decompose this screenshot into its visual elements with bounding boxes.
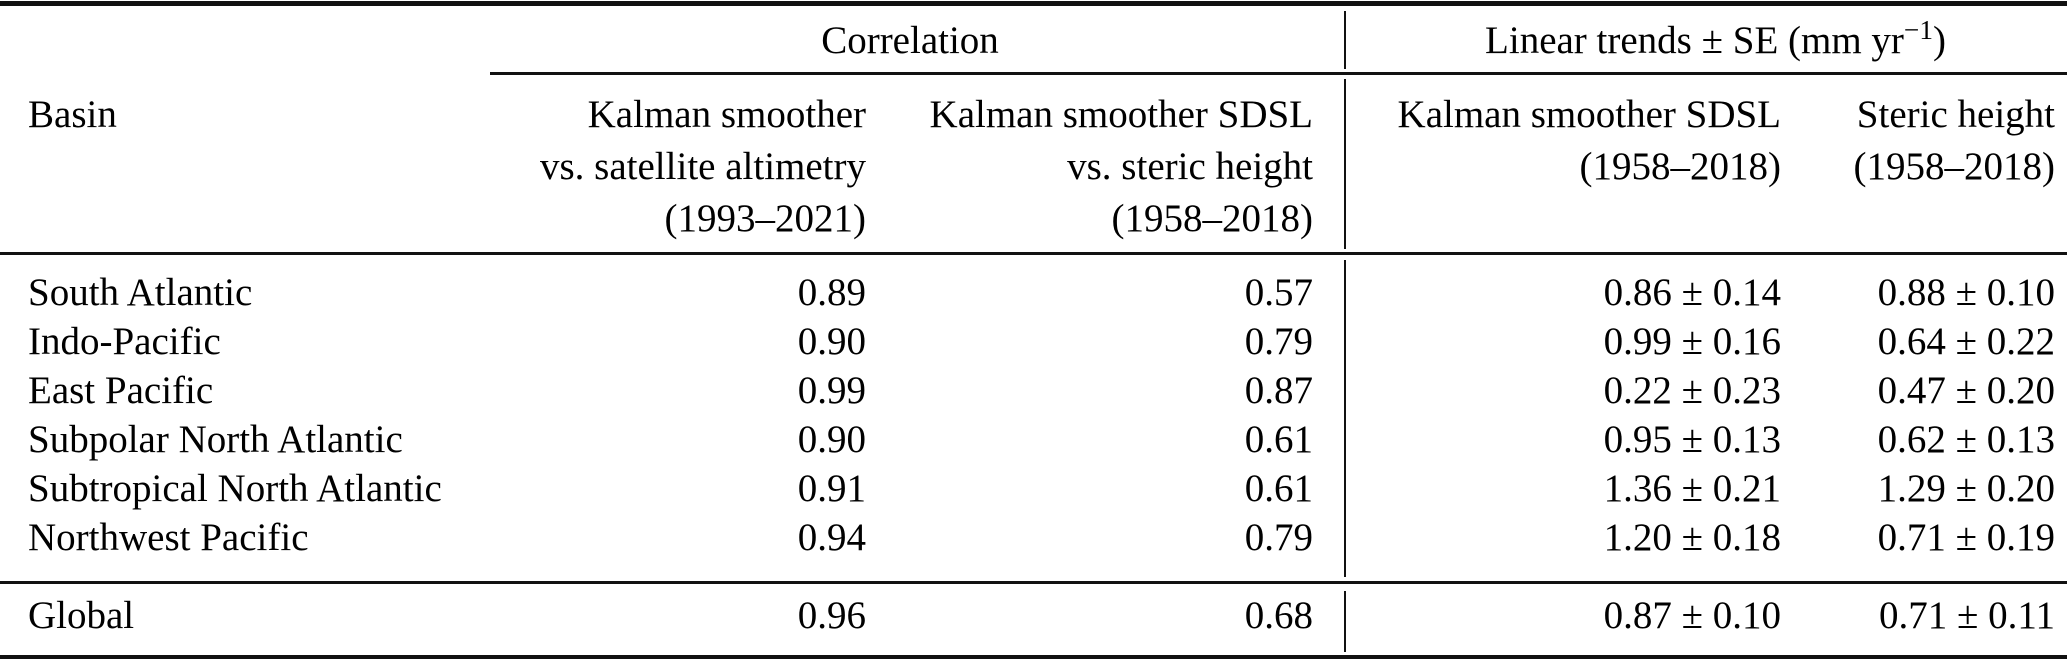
group-divider-top-segment bbox=[1344, 11, 1346, 69]
group-divider-header-segment bbox=[1344, 79, 1346, 249]
corr-altimetry-line1: Kalman smoother bbox=[587, 93, 866, 136]
group-header-correlation: Correlation bbox=[490, 19, 1330, 63]
column-header-corr-altimetry: Kalman smoother vs. satellite altimetry … bbox=[540, 89, 866, 245]
global-row-toprule bbox=[0, 581, 2067, 584]
trend-steric-cell: 0.64 ± 0.22 bbox=[1877, 320, 2055, 363]
linear-trends-exponent: −1 bbox=[1903, 15, 1933, 45]
linear-trends-label-prefix: Linear trends ± SE (mm yr bbox=[1485, 19, 1904, 62]
basin-cell: East Pacific bbox=[28, 369, 214, 412]
corr-steric-line2: vs. steric height bbox=[1067, 145, 1313, 188]
top-rule bbox=[0, 1, 2067, 6]
basin-cell: South Atlantic bbox=[28, 271, 253, 314]
group-header-underline bbox=[490, 72, 2067, 75]
group-header-linear-trends: Linear trends ± SE (mm yr−1) bbox=[1374, 16, 2057, 63]
trend-steric-line1: Steric height bbox=[1856, 93, 2055, 136]
trend-sdsl-cell: 0.87 ± 0.10 bbox=[1603, 594, 1781, 637]
trend-steric-cell: 0.47 ± 0.20 bbox=[1877, 369, 2055, 412]
corr-alt-cell: 0.90 bbox=[797, 418, 866, 461]
trend-steric-cell: 0.71 ± 0.19 bbox=[1877, 516, 2055, 559]
trend-sdsl-cell: 0.95 ± 0.13 bbox=[1603, 418, 1781, 461]
corr-alt-cell: 0.91 bbox=[797, 467, 866, 510]
group-divider-body-segment bbox=[1344, 260, 1346, 577]
corr-steric-line3: (1958–2018) bbox=[1111, 197, 1313, 240]
basin-cell: Subtropical North Atlantic bbox=[28, 467, 442, 510]
column-header-trend-steric: Steric height (1958–2018) bbox=[1854, 89, 2055, 193]
trend-sdsl-cell: 0.99 ± 0.16 bbox=[1603, 320, 1781, 363]
corr-steric-cell: 0.61 bbox=[1244, 418, 1313, 461]
corr-altimetry-line2: vs. satellite altimetry bbox=[540, 145, 866, 188]
trend-steric-cell: 0.88 ± 0.10 bbox=[1877, 271, 2055, 314]
corr-alt-cell: 0.94 bbox=[797, 516, 866, 559]
corr-alt-cell: 0.96 bbox=[797, 594, 866, 637]
column-header-corr-steric: Kalman smoother SDSL vs. steric height (… bbox=[930, 89, 1313, 245]
header-midrule bbox=[0, 252, 2067, 255]
corr-alt-cell: 0.99 bbox=[797, 369, 866, 412]
column-header-trend-sdsl: Kalman smoother SDSL (1958–2018) bbox=[1398, 89, 1781, 193]
corr-alt-cell: 0.90 bbox=[797, 320, 866, 363]
corr-steric-cell: 0.61 bbox=[1244, 467, 1313, 510]
corr-steric-cell: 0.79 bbox=[1244, 320, 1313, 363]
group-divider-footer-segment bbox=[1344, 591, 1346, 652]
trend-steric-line2: (1958–2018) bbox=[1853, 145, 2055, 188]
correlation-label: Correlation bbox=[821, 19, 999, 62]
trend-steric-cell: 1.29 ± 0.20 bbox=[1877, 467, 2055, 510]
trend-sdsl-line1: Kalman smoother SDSL bbox=[1397, 93, 1781, 136]
trend-sdsl-line2: (1958–2018) bbox=[1579, 145, 1781, 188]
corr-alt-cell: 0.89 bbox=[797, 271, 866, 314]
basin-cell: Global bbox=[28, 594, 135, 637]
linear-trends-label-suffix: ) bbox=[1932, 19, 1946, 62]
trend-steric-cell: 0.62 ± 0.13 bbox=[1877, 418, 2055, 461]
corr-altimetry-line3: (1993–2021) bbox=[664, 197, 866, 240]
bottom-rule bbox=[0, 655, 2067, 659]
trend-sdsl-cell: 0.22 ± 0.23 bbox=[1603, 369, 1781, 412]
trend-steric-cell: 0.71 ± 0.11 bbox=[1879, 594, 2055, 637]
corr-steric-cell: 0.87 bbox=[1244, 369, 1313, 412]
trend-sdsl-cell: 0.86 ± 0.14 bbox=[1603, 271, 1781, 314]
corr-steric-cell: 0.79 bbox=[1244, 516, 1313, 559]
corr-steric-cell: 0.57 bbox=[1244, 271, 1313, 314]
basin-cell: Northwest Pacific bbox=[28, 516, 309, 559]
basin-cell: Subpolar North Atlantic bbox=[28, 418, 403, 461]
corr-steric-cell: 0.68 bbox=[1244, 594, 1313, 637]
basin-cell: Indo-Pacific bbox=[28, 320, 221, 363]
basin-header-label: Basin bbox=[28, 93, 117, 136]
trend-sdsl-cell: 1.20 ± 0.18 bbox=[1603, 516, 1781, 559]
corr-steric-line1: Kalman smoother SDSL bbox=[929, 93, 1313, 136]
column-header-basin: Basin bbox=[28, 89, 117, 141]
trend-sdsl-cell: 1.36 ± 0.21 bbox=[1603, 467, 1781, 510]
